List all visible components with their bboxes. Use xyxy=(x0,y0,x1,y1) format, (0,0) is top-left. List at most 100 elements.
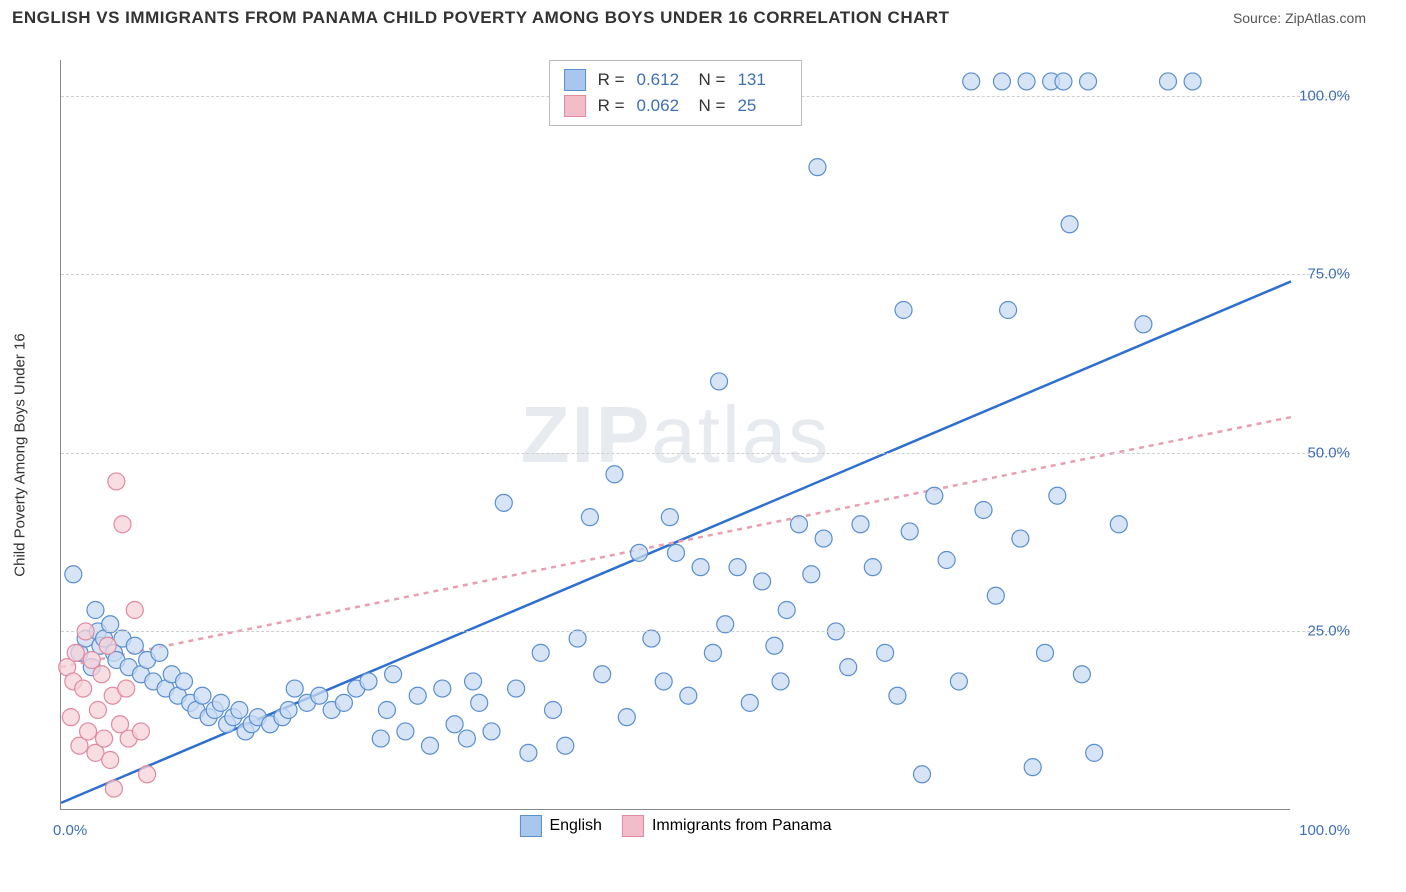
data-point xyxy=(102,752,119,769)
data-point xyxy=(372,730,389,747)
data-point xyxy=(471,694,488,711)
legend-row: R =0.612N =131 xyxy=(564,67,788,93)
legend-r-value: 0.062 xyxy=(637,96,687,116)
data-point xyxy=(132,723,149,740)
data-point xyxy=(126,602,143,619)
gridline xyxy=(61,453,1350,454)
data-point xyxy=(643,630,660,647)
header: ENGLISH VS IMMIGRANTS FROM PANAMA CHILD … xyxy=(0,0,1406,36)
data-point xyxy=(1110,516,1127,533)
data-point xyxy=(791,516,808,533)
data-point xyxy=(766,637,783,654)
data-point xyxy=(950,673,967,690)
data-point xyxy=(680,687,697,704)
legend-row: R = 0.062 N = 25 xyxy=(564,93,788,119)
data-point xyxy=(864,559,881,576)
data-point xyxy=(901,523,918,540)
data-point xyxy=(89,702,106,719)
data-point xyxy=(926,487,943,504)
data-point xyxy=(661,509,678,526)
data-point xyxy=(397,723,414,740)
data-point xyxy=(93,666,110,683)
data-point xyxy=(717,616,734,633)
data-point xyxy=(754,573,771,590)
legend-n-value: 25 xyxy=(737,96,787,116)
data-point xyxy=(1135,316,1152,333)
data-point xyxy=(1024,759,1041,776)
data-point xyxy=(75,680,92,697)
data-point xyxy=(545,702,562,719)
legend-n-label: N = xyxy=(699,96,726,116)
data-point xyxy=(96,730,113,747)
gridline xyxy=(61,631,1350,632)
data-point xyxy=(176,673,193,690)
legend-swatch xyxy=(564,95,586,117)
data-point xyxy=(1080,73,1097,90)
data-point xyxy=(692,559,709,576)
series-legend: English Immigrants from Panama xyxy=(519,815,831,837)
data-point xyxy=(495,494,512,511)
data-point xyxy=(80,723,97,740)
correlation-legend: R =0.612N =131R =0.062N =25 xyxy=(549,60,803,126)
data-point xyxy=(963,73,980,90)
data-point xyxy=(118,680,135,697)
data-point xyxy=(311,687,328,704)
x-tick-label: 0.0% xyxy=(53,822,87,839)
legend-label: English xyxy=(549,817,601,835)
data-point xyxy=(993,73,1010,90)
y-tick-label: 25.0% xyxy=(1307,623,1350,640)
chart-area: Child Poverty Among Boys Under 16 ZIPatl… xyxy=(40,50,1350,860)
data-point xyxy=(1018,73,1035,90)
data-point xyxy=(877,644,894,661)
data-point xyxy=(434,680,451,697)
data-point xyxy=(809,159,826,176)
data-point xyxy=(557,737,574,754)
data-point xyxy=(385,666,402,683)
data-point xyxy=(378,702,395,719)
data-point xyxy=(741,694,758,711)
data-point xyxy=(914,766,931,783)
data-point xyxy=(458,730,475,747)
data-point xyxy=(975,502,992,519)
data-point xyxy=(1184,73,1201,90)
data-point xyxy=(105,780,122,797)
legend-r-label: R = xyxy=(598,70,625,90)
data-point xyxy=(618,709,635,726)
data-point xyxy=(102,616,119,633)
data-point xyxy=(1061,216,1078,233)
data-point xyxy=(335,694,352,711)
data-point xyxy=(815,530,832,547)
data-point xyxy=(194,687,211,704)
data-point xyxy=(108,473,125,490)
legend-r-label: R = xyxy=(598,96,625,116)
data-point xyxy=(62,709,79,726)
data-point xyxy=(1086,744,1103,761)
data-point xyxy=(631,544,648,561)
data-point xyxy=(126,637,143,654)
data-point xyxy=(569,630,586,647)
data-point xyxy=(139,766,156,783)
data-point xyxy=(83,652,100,669)
data-point xyxy=(520,744,537,761)
data-point xyxy=(212,694,229,711)
legend-item: English xyxy=(519,815,601,837)
data-point xyxy=(508,680,525,697)
data-point xyxy=(895,302,912,319)
data-point xyxy=(99,637,116,654)
data-point xyxy=(778,602,795,619)
legend-item: Immigrants from Panama xyxy=(622,815,832,837)
data-point xyxy=(668,544,685,561)
chart-title: ENGLISH VS IMMIGRANTS FROM PANAMA CHILD … xyxy=(12,8,950,28)
data-point xyxy=(594,666,611,683)
legend-n-value: 131 xyxy=(737,70,787,90)
data-point xyxy=(151,644,168,661)
data-point xyxy=(87,602,104,619)
data-point xyxy=(803,566,820,583)
data-point xyxy=(409,687,426,704)
data-point xyxy=(704,644,721,661)
data-point xyxy=(465,673,482,690)
data-point xyxy=(655,673,672,690)
y-tick-label: 50.0% xyxy=(1307,444,1350,461)
data-point xyxy=(360,673,377,690)
data-point xyxy=(114,516,131,533)
